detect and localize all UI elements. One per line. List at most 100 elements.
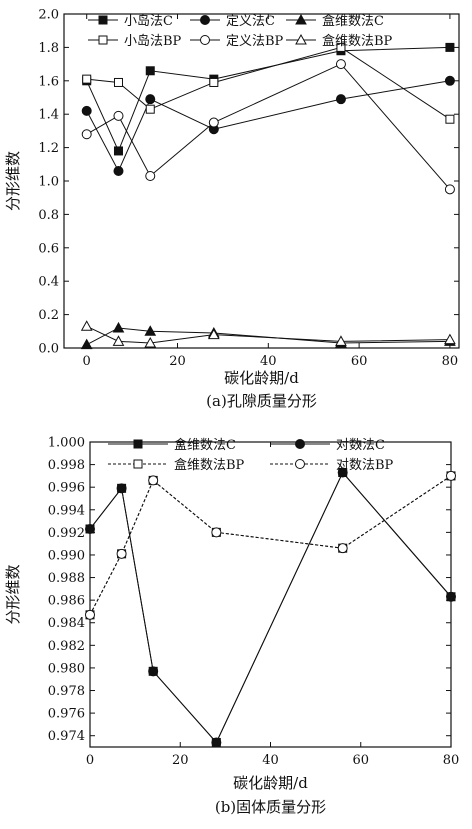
chart1-series-1-line (86, 46, 450, 153)
chart1-ytick-label: 1.6 (38, 74, 59, 89)
chart2-ytick-label: 0.998 (48, 458, 85, 473)
chart2-ytick-label: 0.992 (48, 526, 85, 541)
chart1-xtick-label: 40 (260, 354, 277, 369)
chart1-caption: (a)孔隙质量分形 (206, 392, 317, 410)
chart2-series-4-point (85, 609, 95, 620)
chart2-ytick-label: 0.978 (48, 684, 85, 699)
chart2-ytick-label: 0.990 (48, 548, 85, 563)
chart2-ytick-label: 0.980 (48, 661, 85, 676)
chart2-xtick-label: 20 (172, 753, 189, 768)
chart1-series-6-point (112, 335, 125, 346)
chart1-legend-label: 小岛法C (124, 13, 173, 29)
chart1-plot-frame (63, 13, 460, 349)
chart2-series-3-line (89, 475, 452, 616)
chart1-xtick-label: 20 (169, 354, 186, 369)
chart1-series-4-point (82, 74, 92, 84)
chart1-series-3-point (144, 325, 157, 336)
chart1-ytick-label: 0.8 (38, 208, 59, 223)
chart2-ytick-label: 0.976 (48, 707, 85, 722)
chart2-legend-marker (295, 459, 305, 469)
chart2-ytick-label: 1.000 (48, 436, 85, 451)
chart1-ytick-label: 0.0 (38, 342, 59, 357)
chart2-series-2-point (116, 483, 127, 494)
chart1-series-5-point (145, 170, 156, 181)
chart1-series-4-point (113, 77, 123, 87)
chart1-series-6-point (207, 328, 220, 340)
chart1-series-4-point (209, 77, 219, 87)
chart1-legend-marker (98, 15, 108, 25)
chart1-series-3-point (112, 321, 125, 333)
chart2-series-4-point (116, 548, 127, 559)
chart1-series-2-point (335, 94, 346, 105)
chart1-series-6-point (335, 335, 347, 346)
chart2-legend-label: 对数法C (336, 438, 385, 453)
chart2-series-2-point (211, 737, 222, 748)
chart1-legend-label: 盒维数法C (322, 13, 384, 29)
chart2-series-4-point (446, 470, 456, 481)
chart1-ytick-label: 1.0 (38, 175, 59, 190)
chart1-legend-marker (295, 13, 307, 25)
chart2-series-2-line (89, 471, 452, 744)
chart2-ytick-label: 0.994 (48, 503, 85, 518)
chart1-series-6-line (86, 325, 450, 344)
chart1-series-5-point (81, 129, 92, 140)
chart1-legend-marker (200, 15, 210, 25)
chart1-ytick-label: 0.4 (38, 275, 59, 290)
chart1-xtick-label: 60 (351, 354, 368, 369)
chart2-plot-frame (89, 441, 452, 748)
chart1-series-1-point (445, 42, 455, 52)
chart1-series-3-point (80, 338, 93, 350)
chart1-series-6-point (80, 320, 93, 331)
chart1-legend-label: 定义法C (226, 14, 275, 29)
chart1-y-axis-title: 分形维数 (4, 151, 22, 211)
chart2-xtick-label: 40 (262, 753, 279, 768)
chart1-series-5-point (113, 110, 124, 121)
chart1-series-5-point (444, 184, 455, 195)
chart2-y-axis-title: 分形维数 (4, 564, 22, 624)
chart2-legend-label: 盒维数法C (174, 437, 236, 453)
chart1-xtick-label: 80 (442, 354, 459, 369)
chart2-series-2-point (337, 467, 348, 478)
chart2-series-4-line (89, 475, 452, 616)
chart1-ytick-label: 1.8 (38, 41, 59, 56)
chart1-series-1-point (145, 66, 155, 76)
chart1-series-4-point (336, 42, 346, 52)
chart1-series-5-point (208, 117, 219, 128)
chart2-ytick-label: 0.996 (48, 481, 85, 496)
chart2-legend-marker (133, 459, 143, 469)
chart1-series-2-point (444, 75, 455, 86)
chart2-legend-marker (133, 439, 143, 449)
chart1-ytick-label: 1.4 (38, 108, 59, 123)
chart2-xtick-label: 0 (86, 753, 94, 768)
chart2-x-axis-title: 碳化龄期/d (233, 774, 308, 792)
chart2-legend-label: 盒维数法BP (174, 457, 245, 473)
chart2-series-4-point (211, 527, 222, 538)
chart2-xtick-label: 80 (443, 753, 460, 768)
chart1-series-5-line (86, 63, 451, 190)
chart2-legend-label: 对数法BP (336, 458, 394, 473)
chart1-series-4-point (445, 114, 455, 124)
chart1-legend-marker (295, 33, 307, 45)
chart2-ytick-label: 0.982 (48, 639, 85, 654)
chart1-series-3-line (86, 327, 450, 346)
chart1-series-4-line (86, 46, 451, 120)
chart1-series-2-line (86, 80, 451, 173)
chart1-ytick-label: 2.0 (38, 8, 59, 23)
chart1-legend-label: 定义法BP (226, 34, 284, 49)
chart1-series-6-point (144, 336, 157, 348)
chart2-series-2-point (446, 591, 456, 602)
chart2-series-2-point (148, 666, 159, 677)
chart1-ytick-label: 1.2 (38, 141, 59, 156)
chart1-ytick-label: 0.2 (38, 308, 59, 323)
chart2-ytick-label: 0.986 (48, 594, 85, 609)
chart1-x-axis-title: 碳化龄期/d (224, 369, 299, 387)
chart2-ytick-label: 0.984 (48, 616, 85, 631)
chart2-series-4-point (337, 543, 348, 554)
chart1-xtick-label: 0 (83, 354, 91, 369)
chart1-series-4-point (145, 104, 155, 114)
chart1-series-2-point (145, 94, 156, 105)
chart2-series-4-point (148, 475, 159, 486)
chart2-caption: (b)固体质量分形 (215, 798, 326, 816)
chart1-series-6-point (444, 333, 456, 345)
chart2-legend-marker (295, 439, 305, 449)
